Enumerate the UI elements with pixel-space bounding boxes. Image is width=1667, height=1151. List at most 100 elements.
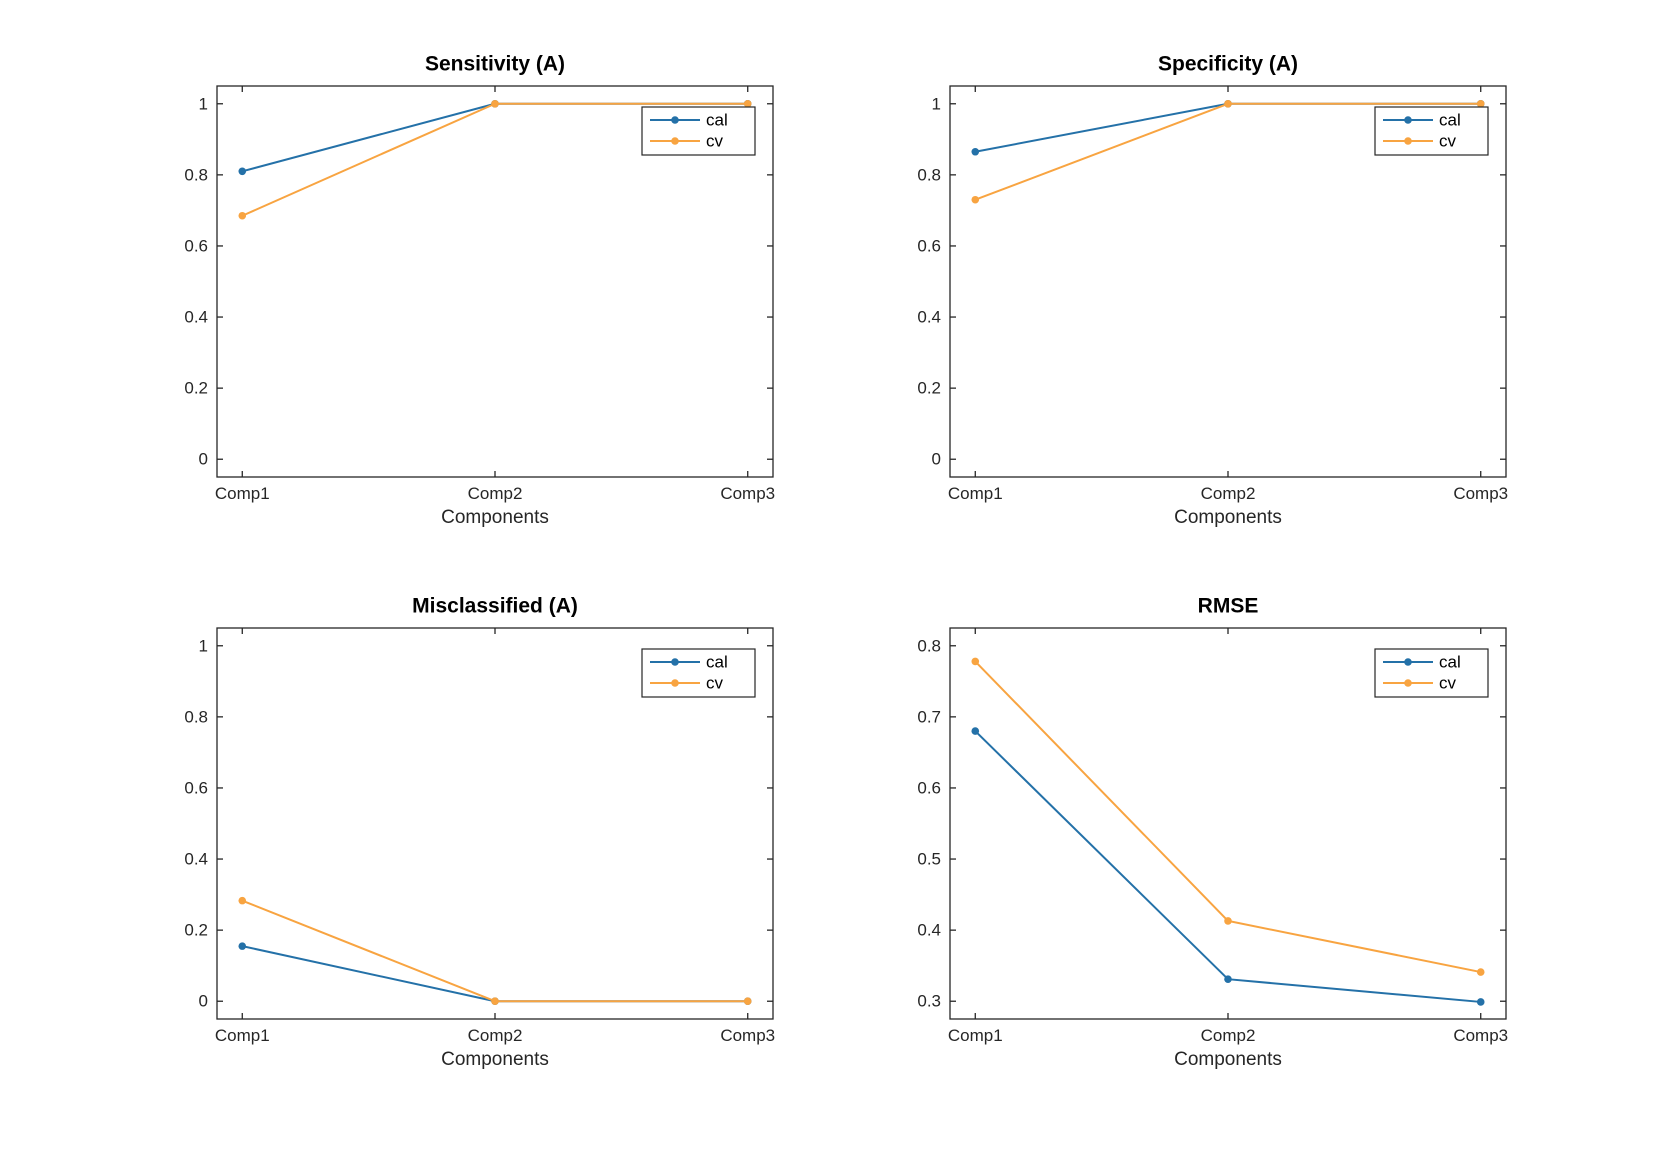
- tick-labels: Comp1 Comp2 Comp3 0 0.2 0.4 0.6 0.8 1: [184, 636, 775, 1045]
- y-tick-label: 1: [932, 94, 941, 113]
- y-tick-label: 0.6: [184, 236, 208, 255]
- x-tick-label: Comp1: [215, 1026, 270, 1045]
- y-tick-label: 0.8: [917, 165, 941, 184]
- y-tick-label: 0.8: [184, 165, 208, 184]
- series-cv-marker: [1476, 99, 1485, 108]
- y-tick-label: 0.7: [917, 707, 941, 726]
- y-tick-label: 0.3: [917, 992, 941, 1011]
- x-tick-label: Comp3: [720, 484, 775, 503]
- y-tick-label: 1: [199, 94, 208, 113]
- plot-specificity-a: Comp1 Comp2 Comp3 0 0.2 0.4 0.6 0.8 1 Specificity…: [917, 53, 1508, 528]
- series-cal-marker: [238, 167, 247, 176]
- plot-title: RMSE: [1198, 595, 1259, 618]
- tick-labels: Comp1 Comp2 Comp3 0.3 0.4 0.5 0.6 0.7 0.8: [917, 636, 1508, 1045]
- legend-label: cal: [1439, 653, 1461, 672]
- series-cv-marker: [491, 99, 499, 108]
- legend-marker-sample: [671, 679, 679, 687]
- y-tick-label: 0.6: [917, 778, 941, 797]
- x-tick-label: Comp1: [948, 484, 1003, 503]
- legend-box: [1374, 648, 1489, 698]
- y-tick-label: 1: [199, 636, 208, 655]
- x-axis-label: Components: [1174, 507, 1282, 528]
- legend-marker-sample: [1404, 116, 1412, 124]
- legend: cal cv: [1374, 106, 1489, 156]
- legend: cal cv: [1374, 648, 1489, 698]
- legend-marker-sample: [1404, 137, 1412, 145]
- tick-marks: [950, 86, 1506, 477]
- legend-marker-sample: [671, 137, 679, 145]
- legend-marker-sample: [671, 116, 679, 124]
- y-tick-label: 0.8: [184, 707, 208, 726]
- series-cv-marker: [743, 997, 752, 1006]
- tick-labels: Comp1 Comp2 Comp3 0 0.2 0.4 0.6 0.8 1: [917, 94, 1508, 503]
- x-axis-label: Components: [441, 1049, 549, 1070]
- series-cv-marker: [1224, 99, 1232, 108]
- x-tick-label: Comp2: [1201, 484, 1256, 503]
- series-cv-marker: [238, 211, 247, 220]
- y-tick-label: 0.4: [917, 308, 941, 327]
- tick-labels: Comp1 Comp2 Comp3 0 0.2 0.4 0.6 0.8 1: [184, 94, 775, 503]
- y-tick-label: 0.8: [917, 636, 941, 655]
- y-tick-label: 0: [199, 992, 208, 1011]
- legend-marker-sample: [1404, 679, 1412, 687]
- x-axis-label: Components: [1174, 1049, 1282, 1070]
- plot-sensitivity-a: Comp1 Comp2 Comp3 0 0.2 0.4 0.6 0.8 1 Sensitivity…: [184, 53, 775, 528]
- y-tick-label: 0.2: [184, 379, 208, 398]
- series-cv-marker: [491, 997, 499, 1006]
- series-cal-marker: [971, 147, 980, 156]
- tick-marks: [950, 628, 1506, 1019]
- legend-label: cv: [706, 132, 724, 151]
- y-tick-label: 0.4: [184, 850, 208, 869]
- legend-label: cv: [1439, 674, 1457, 693]
- plot-title: Sensitivity (A): [425, 53, 565, 76]
- legend-box: [641, 648, 756, 698]
- tick-marks: [217, 86, 773, 477]
- plot-misclassified-a: Comp1 Comp2 Comp3 0 0.2 0.4 0.6 0.8 1 Misclassifi…: [184, 595, 775, 1070]
- y-tick-label: 0.4: [917, 921, 941, 940]
- legend: cal cv: [641, 106, 756, 156]
- x-tick-label: Comp3: [1453, 484, 1508, 503]
- legend-label: cv: [1439, 132, 1457, 151]
- legend-marker-sample: [1404, 658, 1412, 666]
- series-cv-marker: [743, 99, 752, 108]
- x-tick-label: Comp3: [720, 1026, 775, 1045]
- y-tick-label: 0.6: [184, 778, 208, 797]
- series-cv-marker: [1476, 968, 1485, 976]
- x-axis-label: Components: [441, 507, 549, 528]
- x-tick-label: Comp2: [468, 1026, 523, 1045]
- series-cal-marker: [238, 942, 247, 950]
- y-tick-label: 0.2: [917, 379, 941, 398]
- legend-label: cal: [706, 111, 728, 130]
- series-cv-marker: [971, 195, 980, 204]
- tick-marks: [217, 628, 773, 1019]
- legend-label: cv: [706, 674, 724, 693]
- series-cv-marker: [1224, 917, 1232, 925]
- legend-label: cal: [1439, 111, 1461, 130]
- plot-title: Misclassified (A): [412, 595, 578, 618]
- legend-box: [641, 106, 756, 156]
- y-tick-label: 0.4: [184, 308, 208, 327]
- x-tick-label: Comp1: [215, 484, 270, 503]
- series-cal-marker: [1224, 975, 1232, 983]
- y-tick-label: 0.5: [917, 850, 941, 869]
- x-tick-label: Comp3: [1453, 1026, 1508, 1045]
- series-cal-marker: [971, 727, 980, 735]
- plot-title: Specificity (A): [1158, 53, 1298, 76]
- series-cv-marker: [971, 657, 980, 666]
- y-tick-label: 0: [199, 450, 208, 469]
- y-tick-label: 0.6: [917, 236, 941, 255]
- legend-label: cal: [706, 653, 728, 672]
- legend: cal cv: [641, 648, 756, 698]
- plot-rmse: Comp1 Comp2 Comp3 0.3 0.4 0.5 0.6 0.7 0.8 RMSE Com…: [917, 595, 1508, 1070]
- y-tick-label: 0.2: [184, 921, 208, 940]
- legend-box: [1374, 106, 1489, 156]
- y-tick-label: 0: [932, 450, 941, 469]
- legend-marker-sample: [671, 658, 679, 666]
- x-tick-label: Comp2: [468, 484, 523, 503]
- series-cal-marker: [1476, 998, 1485, 1006]
- series-cv-marker: [238, 896, 247, 905]
- x-tick-label: Comp1: [948, 1026, 1003, 1045]
- x-tick-label: Comp2: [1201, 1026, 1256, 1045]
